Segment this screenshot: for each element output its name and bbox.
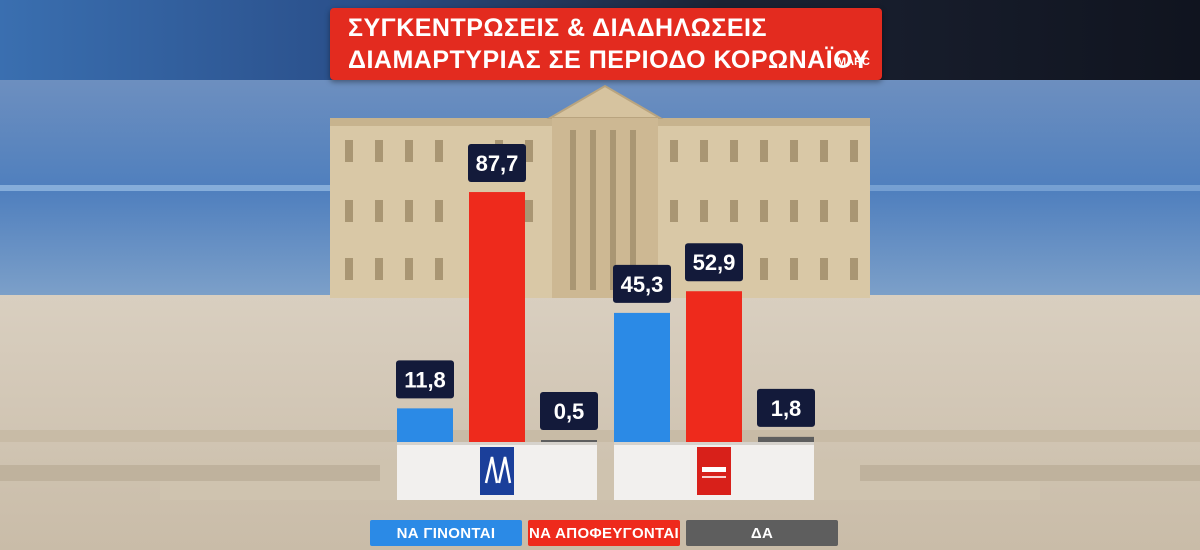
syriza-logo-subline: [702, 476, 726, 478]
title-box: ΣΥΓΚΕΝΤΡΩΣΕΙΣ & ΔΙΑΔΗΛΩΣΕΙΣ ΔΙΑΜΑΡΤΥΡΙΑΣ…: [330, 8, 882, 80]
parliament-building-icon: [330, 84, 870, 298]
value-label: 0,5: [554, 399, 585, 424]
bar-1-0: [469, 192, 525, 442]
value-label-box: [685, 243, 743, 282]
bar-0-1: [614, 312, 670, 442]
bar-0-0: [397, 408, 453, 442]
syriza-logo-mark: [702, 467, 726, 472]
value-label-box: [468, 144, 526, 183]
value-label: 45,3: [621, 272, 664, 297]
category-plinth-edge: [397, 442, 597, 445]
value-label: 87,7: [476, 151, 519, 176]
value-label-box: [757, 388, 815, 427]
value-label: 1,8: [771, 396, 802, 421]
source-label: MARC: [837, 56, 870, 68]
value-label-box: [613, 264, 671, 303]
nd-logo-mark: [484, 456, 512, 484]
value-label-box: [540, 392, 598, 430]
category-plinth-edge: [614, 442, 814, 445]
bar-1-1: [686, 291, 742, 442]
value-label: 11,8: [404, 367, 446, 392]
bar-2-1: [758, 436, 814, 442]
value-label-box: [396, 360, 454, 399]
bar-2-0: [541, 440, 597, 442]
legend-item-da: ΔΑ: [686, 520, 838, 546]
chart-title-line-2: ΔΙΑΜΑΡΤΥΡΙΑΣ ΣΕ ΠΕΡΙΟΔΟ ΚΟΡΩΝΑΪΟΥ: [348, 46, 870, 74]
legend-item-na-ginontai: ΝΑ ΓΙΝΟΝΤΑΙ: [370, 520, 522, 546]
value-label: 52,9: [693, 250, 736, 275]
chart-title-line-1: ΣΥΓΚΕΝΤΡΩΣΕΙΣ & ΔΙΑΔΗΛΩΣΕΙΣ: [348, 14, 767, 42]
legend-item-na-apofeygontai: ΝΑ ΑΠΟΦΕΥΓΟΝΤΑΙ: [528, 520, 680, 546]
